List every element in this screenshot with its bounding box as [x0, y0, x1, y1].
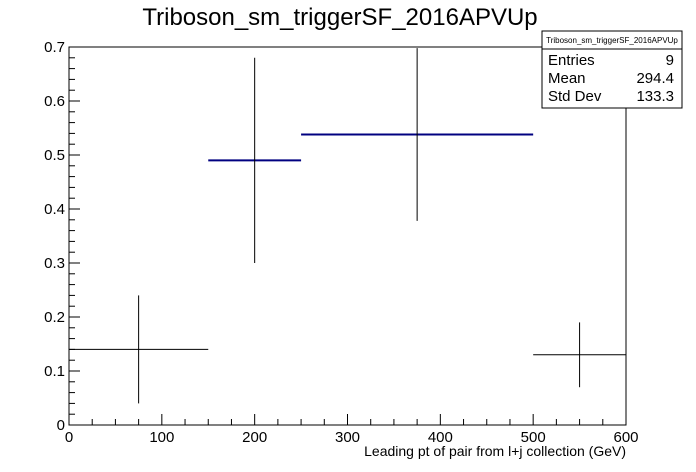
- y-tick-label: 0.2: [44, 309, 65, 326]
- histogram-bins: [69, 48, 626, 404]
- x-tick-label: 600: [613, 429, 638, 446]
- histogram-bin: [69, 295, 209, 404]
- stats-mean-value: 294.4: [636, 70, 674, 87]
- x-tick-label: 100: [149, 429, 174, 446]
- stats-box: Triboson_sm_triggerSF_2016APVUp Entries …: [541, 30, 683, 109]
- stats-mean-label: Mean: [548, 70, 586, 87]
- x-tick-label: 300: [335, 429, 360, 446]
- x-tick-label: 0: [65, 429, 73, 446]
- y-tick-label: 0.3: [44, 255, 65, 272]
- y-tick-label: 0.7: [44, 39, 65, 56]
- stats-entries-label: Entries: [548, 52, 595, 69]
- chart-title: Triboson_sm_triggerSF_2016APVUp: [142, 4, 537, 31]
- y-tick-label: 0.1: [44, 363, 65, 380]
- histogram-bin: [208, 57, 302, 263]
- stats-stddev-label: Std Dev: [548, 88, 602, 105]
- stats-entries-value: 9: [666, 52, 674, 69]
- stats-box-title: Triboson_sm_triggerSF_2016APVUp: [546, 36, 678, 45]
- stats-stddev-value: 133.3: [636, 88, 674, 105]
- x-tick-label: 200: [242, 429, 267, 446]
- x-axis-label: Leading pt of pair from l+j collection (…: [364, 443, 626, 459]
- y-tick-label: 0.6: [44, 93, 65, 110]
- histogram-bin: [533, 322, 626, 388]
- y-tick-label: 0.4: [44, 201, 65, 218]
- x-axis: 0 100 200 300 400 500 600: [65, 414, 639, 446]
- y-tick-label: 0: [57, 417, 65, 434]
- stats-box-frame: [541, 30, 683, 109]
- histogram-bin: [301, 48, 534, 221]
- y-tick-label: 0.5: [44, 147, 65, 164]
- x-tick-label: 400: [428, 429, 453, 446]
- y-axis: 0 0.1 0.2 0.3 0.4 0.5 0.6 0.7: [44, 39, 80, 434]
- x-tick-label: 500: [521, 429, 546, 446]
